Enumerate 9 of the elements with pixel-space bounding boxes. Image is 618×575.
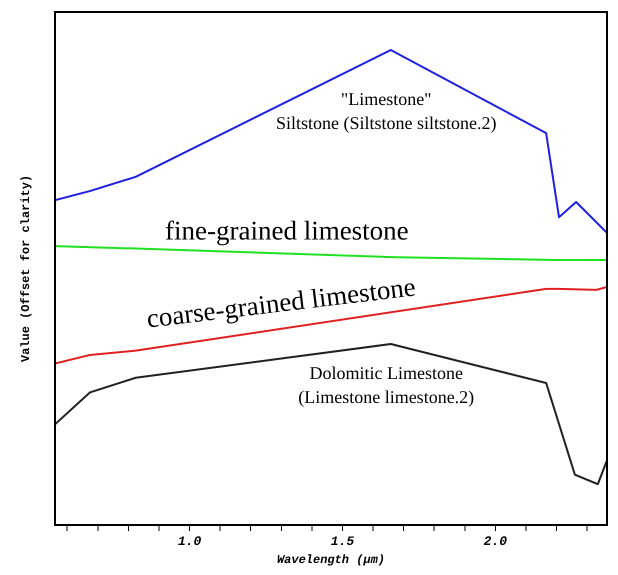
series-label: fine-grained limestone <box>165 216 409 246</box>
y-axis-title: Value (Offset for clarity) <box>19 174 34 362</box>
text: coarse-grained limestone <box>145 271 418 334</box>
x-tick-label: 2.0 <box>484 534 508 550</box>
series-label: Dolomitic Limestone (Limestone limestone.2) <box>298 363 474 408</box>
x-axis-title: Wavelength (µm) <box>276 552 386 567</box>
series-label: "Limestone" Siltstone (Siltstone siltstone.2) <box>276 88 496 133</box>
x-tick-label: 1.5 <box>330 534 354 550</box>
x-tick-label: 1.0 <box>178 534 202 550</box>
